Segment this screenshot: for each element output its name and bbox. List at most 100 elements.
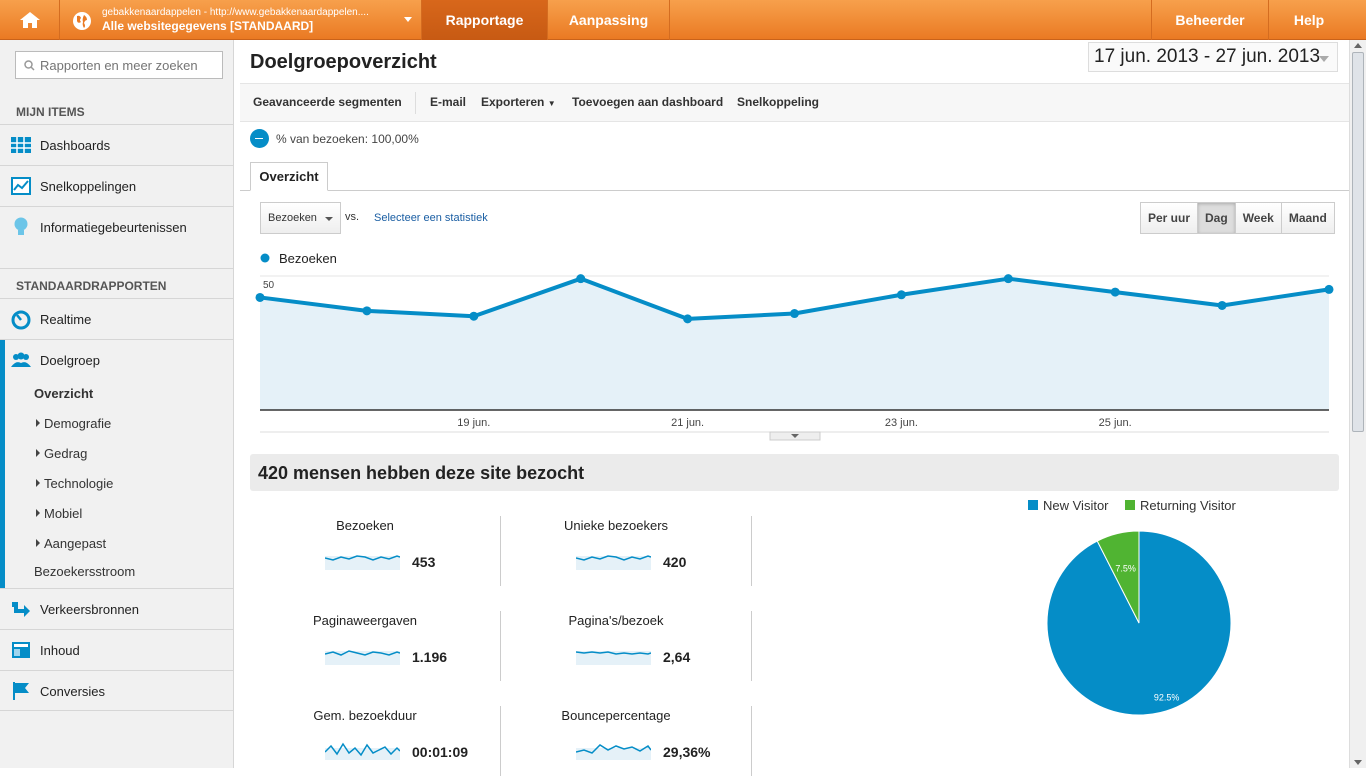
metric-visits[interactable]: Bezoeken 453: [265, 516, 515, 586]
metric-divider: [500, 516, 501, 586]
metric-divider: [751, 706, 752, 776]
sidebar-item-label: Dashboards: [40, 138, 111, 153]
metric-unique-visitors[interactable]: Unieke bezoekers 420: [516, 516, 766, 586]
search-box[interactable]: [15, 51, 223, 79]
sparkline: [576, 744, 651, 760]
data-point[interactable]: [790, 309, 799, 319]
metric-bounce-rate[interactable]: Bouncepercentage 29,36%: [516, 706, 766, 776]
scrollbar[interactable]: [1349, 40, 1366, 768]
sidebar-item-realtime[interactable]: Realtime: [0, 298, 233, 339]
active-section-indicator: [0, 340, 5, 588]
add-to-dashboard-button[interactable]: Toevoegen aan dashboard: [572, 95, 724, 109]
legend-swatch: [1125, 500, 1135, 510]
sidebar-item-audience[interactable]: Doelgroep: [0, 339, 233, 380]
sidebar-item-label: Realtime: [40, 312, 92, 327]
subitem-label: Demografie: [44, 416, 112, 431]
period-week-button[interactable]: Week: [1235, 203, 1282, 233]
data-point[interactable]: [1003, 274, 1013, 284]
legend-label: Returning Visitor: [1140, 498, 1236, 513]
data-point[interactable]: [1324, 284, 1334, 294]
top-bar: gebakkenaardappelen - http://www.gebakke…: [0, 0, 1366, 40]
scroll-down-icon[interactable]: [1354, 760, 1362, 765]
period-hourly-button[interactable]: Per uur: [1141, 203, 1199, 233]
sidebar-item-content[interactable]: Inhoud: [0, 629, 233, 670]
home-button[interactable]: [0, 0, 60, 40]
period-day-button[interactable]: Dag: [1198, 203, 1236, 233]
people-icon: [11, 352, 31, 367]
select-statistic-link[interactable]: Selecteer een statistiek: [374, 212, 488, 224]
sidebar-subitem-behavior[interactable]: Gedrag: [36, 446, 88, 461]
data-point[interactable]: [1110, 287, 1120, 297]
sidebar-subitem-visitors-flow[interactable]: Bezoekersstroom: [34, 564, 136, 579]
email-button[interactable]: E-mail: [430, 95, 467, 109]
data-point[interactable]: [1217, 300, 1227, 310]
visitor-type-pie-chart: 92.5% 7.5%: [1046, 530, 1232, 716]
sparkline: [325, 742, 400, 760]
tab-overview[interactable]: Overzicht: [250, 162, 328, 191]
sidebar-subitem-technology[interactable]: Technologie: [36, 476, 113, 491]
subitem-label: Gedrag: [44, 446, 88, 461]
content-page-icon: [12, 642, 30, 658]
sidebar-subitem-custom[interactable]: Aangepast: [36, 536, 106, 551]
x-tick-label: 19 jun.: [457, 417, 490, 429]
account-url: gebakkenaardappelen - http://www.gebakke…: [102, 7, 369, 18]
metric-select-value: Bezoeken: [268, 212, 317, 224]
metric-pageviews[interactable]: Paginaweergaven 1.196: [265, 611, 515, 681]
tab-divider: [240, 190, 1349, 191]
tab-rapportage[interactable]: Rapportage: [422, 0, 548, 40]
period-month-button[interactable]: Maand: [1281, 203, 1334, 233]
metric-select[interactable]: Bezoeken: [260, 202, 341, 234]
export-button[interactable]: Exporteren ▼: [481, 95, 556, 109]
sidebar-item-dashboards[interactable]: Dashboards: [0, 124, 233, 165]
data-point[interactable]: [255, 292, 265, 302]
chevron-down-icon: [325, 217, 333, 221]
shortcut-button[interactable]: Snelkoppeling: [737, 95, 820, 109]
visits-line-chart: Bezoeken 2550 19 jun.21 jun.23 jun.25 ju…: [255, 251, 1334, 441]
sidebar-item-intelligence[interactable]: Informatiegebeurtenissen: [0, 206, 233, 247]
data-point[interactable]: [362, 306, 372, 316]
metric-pages-per-visit[interactable]: Pagina's/bezoek 2,64: [516, 611, 766, 681]
metric-divider: [500, 706, 501, 776]
account-selector[interactable]: gebakkenaardappelen - http://www.gebakke…: [60, 0, 422, 40]
sparkline: [576, 555, 651, 570]
sidebar-subitem-overview[interactable]: Overzicht: [34, 386, 94, 401]
data-point[interactable]: [896, 290, 906, 300]
metric-name: Pagina's/bezoek: [568, 613, 664, 628]
arrow-right-icon: [12, 602, 30, 617]
sidebar-item-label: Snelkoppelingen: [40, 179, 137, 194]
advanced-segments-button[interactable]: Geavanceerde segmenten: [253, 95, 402, 109]
sparkline: [325, 650, 400, 665]
caret-right-icon: [36, 509, 40, 517]
vs-label: vs.: [345, 211, 360, 223]
sidebar-item-label: Doelgroep: [40, 353, 100, 368]
pie-slice-returning-visitor[interactable]: [1096, 530, 1140, 624]
data-point[interactable]: [469, 311, 479, 321]
tab-aanpassing[interactable]: Aanpassing: [548, 0, 670, 40]
scroll-up-icon[interactable]: [1354, 43, 1362, 48]
sparkline: [325, 555, 400, 570]
data-point[interactable]: [576, 274, 586, 284]
sidebar-item-conversions[interactable]: Conversies: [0, 670, 233, 711]
pie-value-label: 7.5%: [1115, 564, 1136, 574]
chevron-down-icon: [1319, 56, 1329, 62]
sidebar-subitem-mobile[interactable]: Mobiel: [36, 506, 82, 521]
date-range-picker[interactable]: 17 jun. 2013 - 27 jun. 2013: [1088, 42, 1338, 72]
period-button-group: Per uur Dag Week Maand: [1140, 202, 1335, 234]
help-link[interactable]: Help: [1293, 12, 1325, 28]
sidebar-item-shortcuts[interactable]: Snelkoppelingen: [0, 165, 233, 206]
metric-divider: [751, 516, 752, 586]
search-input[interactable]: [40, 56, 218, 74]
sidebar-item-traffic-sources[interactable]: Verkeersbronnen: [0, 588, 233, 629]
pie-value-label: 92.5%: [1154, 692, 1180, 702]
sidebar-subitem-demographics[interactable]: Demografie: [36, 416, 112, 431]
caret-right-icon: [36, 419, 40, 427]
scrollbar-thumb[interactable]: [1352, 52, 1364, 432]
sparkline: [576, 651, 651, 665]
metric-avg-duration[interactable]: Gem. bezoekduur 00:01:09: [265, 706, 515, 776]
flag-icon: [13, 682, 29, 700]
x-tick-label: 25 jun.: [1099, 417, 1132, 429]
x-tick-label: 21 jun.: [671, 417, 704, 429]
data-point[interactable]: [683, 314, 693, 324]
admin-link[interactable]: Beheerder: [1151, 0, 1269, 40]
legend-label: New Visitor: [1043, 498, 1109, 513]
